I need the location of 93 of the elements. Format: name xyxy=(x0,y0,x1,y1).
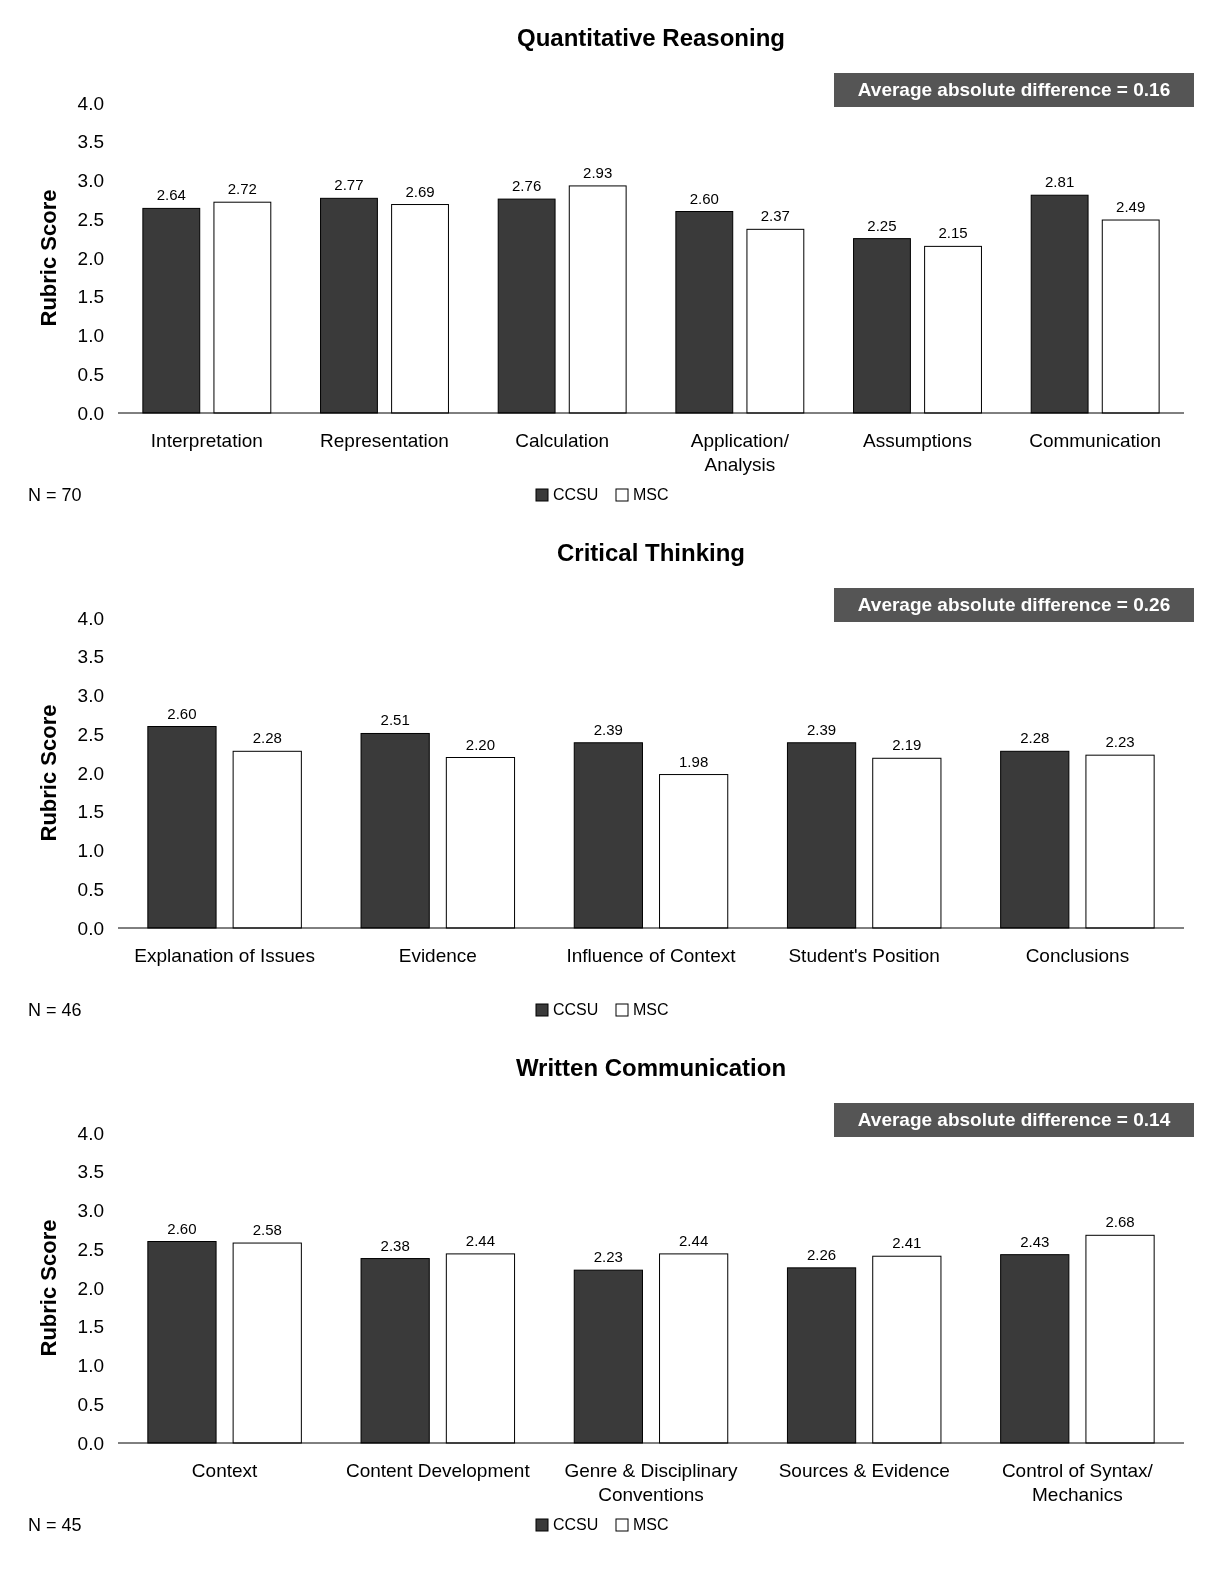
data-label: 2.69 xyxy=(405,182,435,200)
data-label: 2.58 xyxy=(252,1221,282,1239)
y-tick-label: 1.5 xyxy=(77,801,104,823)
chart-title: Written Communication xyxy=(515,1054,787,1081)
y-tick-label: 1.5 xyxy=(77,1316,104,1338)
data-label: 2.15 xyxy=(938,224,968,242)
data-label: 2.23 xyxy=(1105,733,1135,751)
x-tick-label: Interpretation xyxy=(150,430,263,451)
x-tick-label: Influence of Context xyxy=(566,945,737,966)
x-tick-label: Student's Position xyxy=(788,945,940,966)
y-tick-label: 4.0 xyxy=(77,92,104,114)
data-label: 2.60 xyxy=(689,189,719,207)
x-tick-label: Assumptions xyxy=(863,430,972,451)
y-tick-label: 3.5 xyxy=(77,646,104,668)
y-tick-label: 3.0 xyxy=(77,685,104,707)
y-tick-label: 0.5 xyxy=(77,1393,104,1415)
y-tick-label: 1.5 xyxy=(77,286,104,308)
data-label: 2.28 xyxy=(1020,729,1050,747)
data-label: 2.72 xyxy=(227,180,257,198)
y-tick-label: 3.0 xyxy=(77,1200,104,1222)
data-label: 2.20 xyxy=(465,735,496,753)
y-tick-label: 1.0 xyxy=(77,1355,104,1377)
y-tick-label: 2.0 xyxy=(77,1277,104,1299)
y-tick-label: 3.0 xyxy=(77,170,104,192)
data-label: 2.39 xyxy=(593,720,623,738)
legend-label: MSC xyxy=(633,1001,669,1018)
data-label: 2.81 xyxy=(1045,173,1075,191)
data-label: 2.26 xyxy=(806,1245,837,1263)
x-tick-label: Calculation xyxy=(515,430,610,451)
legend-label: CCSU xyxy=(553,1001,599,1018)
y-tick-label: 4.0 xyxy=(77,1122,104,1144)
y-tick-label: 0.5 xyxy=(77,878,104,900)
data-label: 2.76 xyxy=(512,177,542,195)
y-tick-label: 0.5 xyxy=(77,363,104,385)
x-tick-label: Conclusions xyxy=(1025,945,1130,966)
data-label: 2.44 xyxy=(679,1231,709,1249)
text: N = 70 xyxy=(28,485,82,505)
text: N = 45 xyxy=(28,1515,82,1535)
text: N = 46 xyxy=(28,1000,82,1020)
y-tick-label: 2.5 xyxy=(77,723,104,745)
y-tick-label: 0.0 xyxy=(77,402,104,424)
data-label: 2.60 xyxy=(167,1219,197,1237)
y-tick-label: 3.5 xyxy=(77,131,104,153)
data-label: 2.23 xyxy=(593,1248,623,1266)
data-label: 2.41 xyxy=(892,1234,922,1252)
data-label: 2.28 xyxy=(252,729,282,747)
x-tick-label: Context xyxy=(191,1460,259,1481)
data-label: 2.60 xyxy=(167,704,197,722)
data-label: 2.19 xyxy=(892,736,922,754)
x-tick-label: Genre & Disciplinary Conventions xyxy=(564,1460,739,1505)
x-tick-label: Communication xyxy=(1029,430,1162,451)
x-tick-label: Application/ Analysis xyxy=(690,430,790,475)
y-tick-label: 2.5 xyxy=(77,1238,104,1260)
y-tick-label: 0.0 xyxy=(77,917,104,939)
legend-label: CCSU xyxy=(553,486,599,503)
x-tick-label: Representation xyxy=(320,430,449,451)
data-label: 2.43 xyxy=(1020,1232,1050,1250)
data-label: 2.77 xyxy=(334,176,364,194)
y-axis-title: Rubric Score xyxy=(36,704,61,842)
text: Average absolute difference = 0.26 xyxy=(857,594,1171,615)
y-tick-label: 2.0 xyxy=(77,762,104,784)
data-label: 2.51 xyxy=(380,711,410,729)
x-tick-label: Sources & Evidence xyxy=(778,1460,950,1481)
data-label: 1.98 xyxy=(679,752,709,770)
legend-label: MSC xyxy=(633,486,669,503)
y-tick-label: 2.5 xyxy=(77,208,104,230)
x-tick-label: Evidence xyxy=(398,945,477,966)
chart-title: Quantitative Reasoning xyxy=(516,24,786,51)
data-label: 2.68 xyxy=(1105,1213,1135,1231)
y-tick-label: 1.0 xyxy=(77,325,104,347)
x-tick-label: Content Development xyxy=(345,1460,531,1481)
x-tick-label: Control of Syntax/ Mechanics xyxy=(1001,1460,1154,1505)
data-label: 2.38 xyxy=(380,1236,410,1254)
text: Average absolute difference = 0.14 xyxy=(857,1109,1171,1130)
text: Average absolute difference = 0.16 xyxy=(857,79,1171,100)
data-label: 2.49 xyxy=(1116,198,1146,216)
data-label: 2.39 xyxy=(806,720,837,738)
legend-label: CCSU xyxy=(553,1516,599,1533)
legend-label: MSC xyxy=(633,1516,669,1533)
x-tick-label: Explanation of Issues xyxy=(134,945,315,966)
y-tick-label: 2.0 xyxy=(77,247,104,269)
data-label: 2.25 xyxy=(867,216,897,234)
data-label: 2.44 xyxy=(465,1231,496,1249)
y-axis-title: Rubric Score xyxy=(36,1219,61,1357)
y-axis-title: Rubric Score xyxy=(36,189,61,327)
y-tick-label: 0.0 xyxy=(77,1432,104,1454)
y-tick-label: 1.0 xyxy=(77,840,104,862)
data-label: 2.37 xyxy=(760,207,790,225)
chart-title: Critical Thinking xyxy=(556,539,746,566)
y-tick-label: 4.0 xyxy=(77,607,104,629)
y-tick-label: 3.5 xyxy=(77,1161,104,1183)
data-label: 2.93 xyxy=(583,163,613,181)
data-label: 2.64 xyxy=(156,186,186,204)
